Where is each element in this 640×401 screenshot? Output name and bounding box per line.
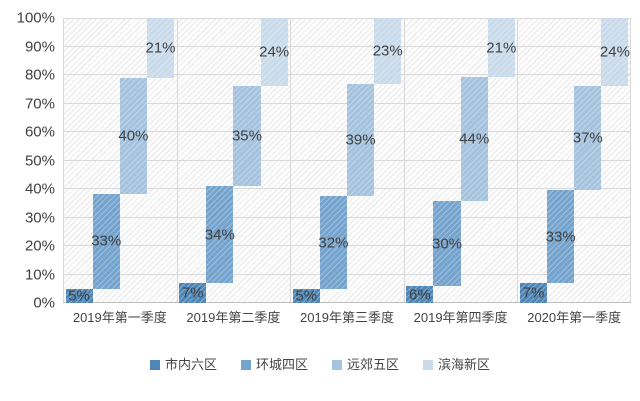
- y-axis-tick-label: 60%: [24, 123, 55, 141]
- x-axis-category-label: 2019年第三季度: [300, 310, 394, 325]
- bar-segment-环城四区: [319, 196, 347, 289]
- legend-color-chip: [423, 359, 434, 370]
- bar-segment-环城四区: [547, 190, 575, 284]
- data-label: 35%: [231, 127, 262, 145]
- gridline-vertical: [290, 18, 291, 303]
- data-label: 24%: [599, 43, 630, 61]
- legend-item-滨海新区: 滨海新区: [423, 358, 490, 371]
- plot-area: 5% 33% 40% 21% 7% 34% 35% 24% 5% 32% 39% 23% 6% 30% 44…: [63, 18, 631, 303]
- x-axis-category-label: 2019年第二季度: [186, 310, 281, 325]
- bar-segment-滨海新区: [374, 18, 402, 85]
- bar-segment-环城四区: [206, 186, 234, 284]
- gridline-horizontal: [63, 45, 631, 47]
- y-axis-tick-label: 40%: [24, 180, 55, 198]
- bar-segment-市内六区: [179, 283, 207, 303]
- data-label: 33%: [91, 232, 122, 250]
- data-label: 40%: [118, 127, 149, 145]
- bar-segment-市内六区: [65, 288, 93, 303]
- bar-segment-滨海新区: [260, 18, 288, 87]
- x-axis: 2019年第一季度 2019年第二季度 2019年第三季度 2019年第四季度 2020…: [63, 311, 631, 331]
- y-axis-tick-label: 0%: [33, 294, 55, 312]
- legend-label: 滨海新区: [438, 357, 491, 372]
- bar-segment-远郊五区: [119, 78, 147, 194]
- x-axis-category-label: 2020年第一季度: [527, 310, 622, 325]
- bar-segment-市内六区: [406, 286, 434, 303]
- gridline-horizontal: [63, 216, 631, 218]
- x-axis-category-label: 2019年第四季度: [413, 310, 508, 325]
- legend-item-远郊五区: 远郊五区: [332, 358, 399, 371]
- data-label: 34%: [204, 226, 235, 244]
- gridline-vertical: [404, 18, 405, 303]
- legend-label: 市内六区: [164, 357, 217, 372]
- legend-color-chip: [240, 359, 251, 370]
- data-label: 7%: [522, 284, 545, 302]
- data-label: 5%: [295, 287, 318, 305]
- gridline-vertical: [177, 18, 178, 303]
- gridline-vertical: [517, 18, 518, 303]
- bar-segment-滨海新区: [601, 18, 629, 86]
- bar-segment-远郊五区: [460, 77, 488, 202]
- gridline-horizontal: [63, 74, 631, 75]
- gridline-vertical: [63, 18, 64, 303]
- bar-segment-市内六区: [519, 283, 548, 303]
- data-label: 7%: [181, 284, 204, 302]
- bar-segment-滨海新区: [487, 18, 515, 78]
- bar-segment-市内六区: [292, 288, 320, 303]
- legend-color-chip: [332, 359, 342, 370]
- data-label: 6%: [409, 286, 431, 304]
- data-label: 21%: [486, 39, 517, 57]
- legend-item-市内六区: 市内六区: [149, 357, 217, 372]
- data-label: 24%: [259, 43, 290, 61]
- data-label: 5%: [68, 287, 90, 305]
- y-axis-tick-label: 100%: [16, 9, 55, 27]
- gridline-horizontal: [63, 245, 631, 246]
- y-axis: 0% 10% 20% 30% 40% 50% 60% 70% 80% 90% 100%: [0, 0, 55, 401]
- bar-segment-远郊五区: [574, 85, 602, 191]
- legend-label: 环城四区: [255, 357, 308, 372]
- data-label: 33%: [545, 228, 576, 246]
- gridline-horizontal: [63, 18, 631, 19]
- gridline-horizontal: [63, 273, 631, 275]
- data-label: 23%: [372, 42, 403, 60]
- data-label: 39%: [345, 131, 376, 149]
- x-axis-category-label: 2019年第一季度: [72, 310, 167, 325]
- y-axis-tick-label: 30%: [24, 209, 55, 226]
- data-label: 32%: [318, 234, 349, 252]
- legend-color-chip: [149, 359, 160, 370]
- bar-segment-滨海新区: [146, 18, 175, 79]
- y-axis-tick-label: 20%: [24, 237, 55, 255]
- bar-segment-环城四区: [433, 201, 461, 287]
- y-axis-tick-label: 80%: [24, 66, 55, 84]
- y-axis-tick-label: 90%: [24, 38, 55, 55]
- data-label: 44%: [459, 130, 490, 148]
- bar-segment-远郊五区: [233, 86, 261, 187]
- bar-segment-远郊五区: [347, 84, 375, 197]
- y-axis-tick-label: 10%: [24, 266, 55, 283]
- x-axis-line: [63, 302, 631, 303]
- legend-item-环城四区: 环城四区: [240, 357, 308, 372]
- y-axis-tick-label: 70%: [24, 95, 55, 112]
- data-label: 37%: [572, 129, 603, 147]
- gridline-vertical: [630, 18, 631, 303]
- data-label: 30%: [432, 235, 463, 253]
- y-axis-tick-label: 50%: [24, 152, 55, 169]
- legend: 市内六区 环城四区 远郊五区 滨海新区: [0, 358, 640, 371]
- legend-label: 远郊五区: [347, 357, 400, 372]
- data-label: 21%: [145, 39, 176, 57]
- bar-segment-环城四区: [92, 193, 120, 289]
